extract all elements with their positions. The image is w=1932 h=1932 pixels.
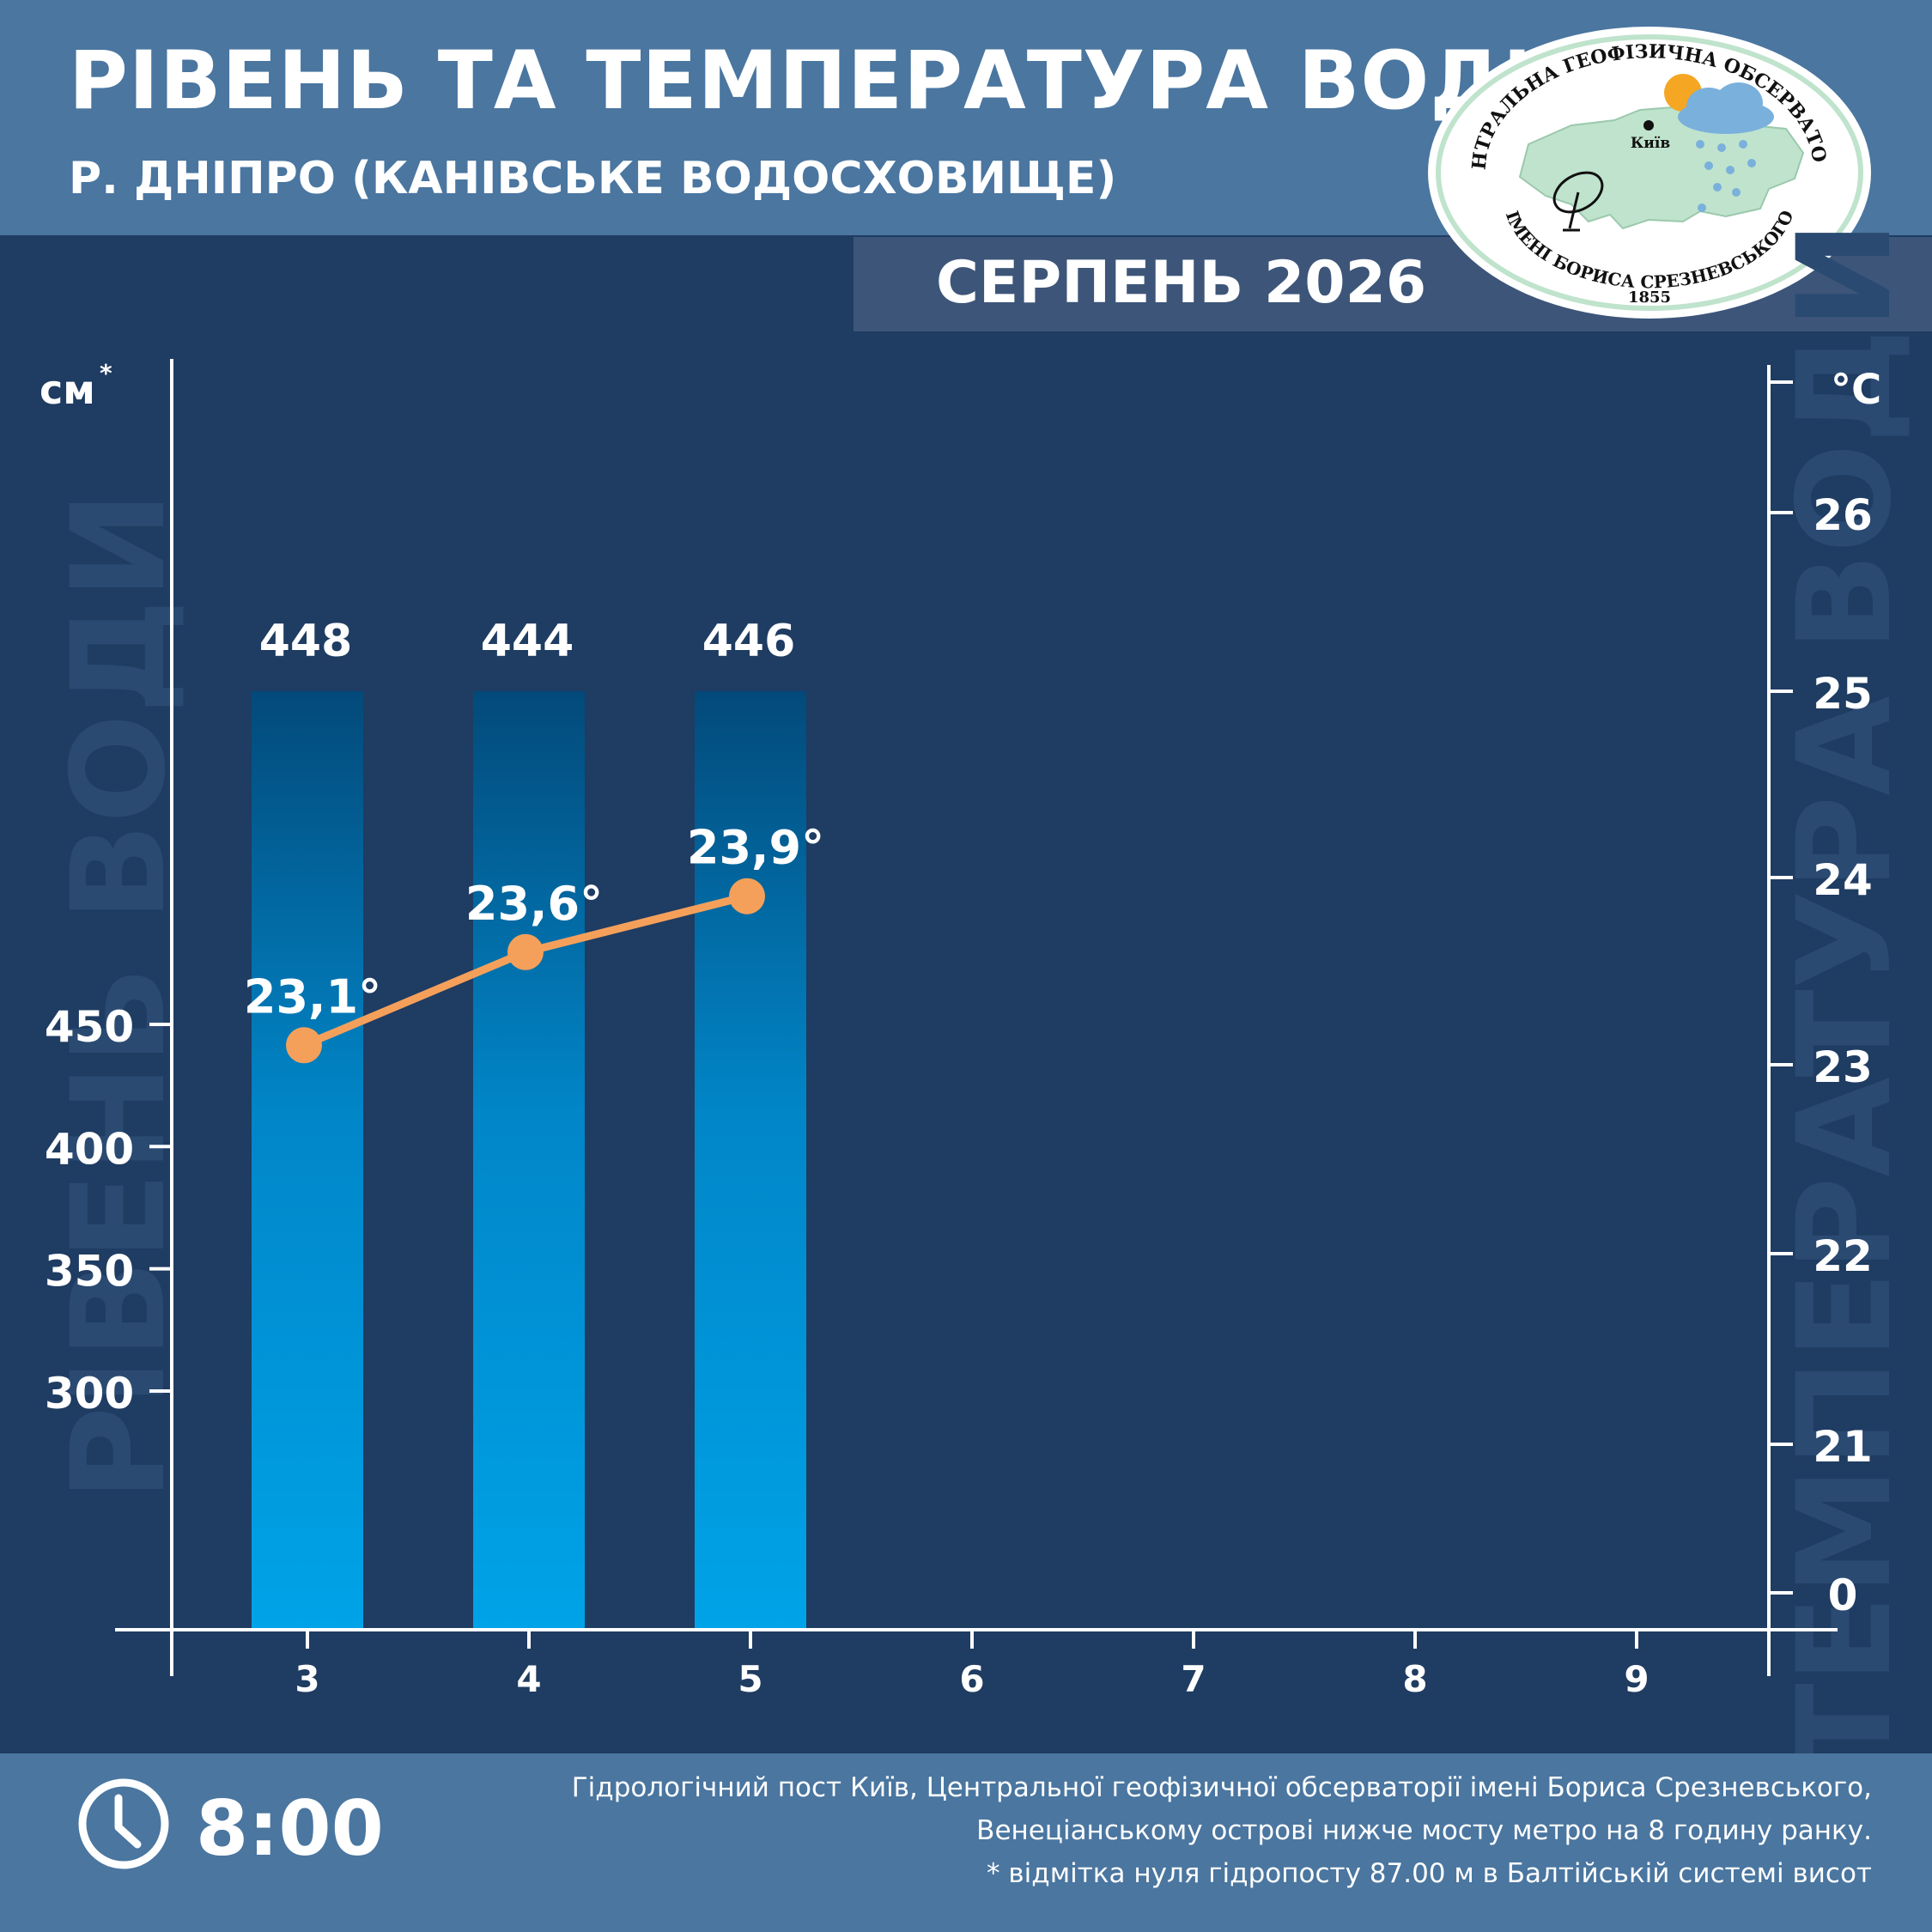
right-tick-label: 22	[1813, 1231, 1873, 1281]
left-axis-unit-mark: *	[100, 359, 112, 387]
level-value-label: 446	[702, 616, 796, 667]
x-tick-label: 3	[295, 1658, 319, 1700]
footer-note-2: Венеціанському острові нижче мосту метро…	[976, 1815, 1872, 1846]
footer-band	[0, 1753, 1932, 1932]
footer-note-3: * відмітка нуля гідропосту 87.00 м в Бал…	[987, 1858, 1872, 1889]
right-tick-label: 26	[1813, 490, 1873, 540]
left-tick-label: 400	[45, 1124, 134, 1174]
temperature-point-4	[507, 933, 544, 970]
temperature-point-5	[729, 878, 765, 914]
right-tick-label: 23	[1813, 1042, 1873, 1092]
right-tick-label: 24	[1813, 855, 1873, 905]
sun-cloud-rain-icon	[1664, 74, 1774, 212]
month-label: СЕРПЕНЬ 2026	[936, 249, 1427, 317]
x-tick-label: 6	[959, 1658, 984, 1700]
x-tick-label: 7	[1181, 1658, 1206, 1700]
right-tick-label: 25	[1813, 669, 1873, 719]
observation-time: 8:00	[196, 1784, 384, 1873]
left-axis-watermark: РІВЕНЬ ВОДИ	[45, 491, 194, 1501]
level-bar-4	[473, 691, 585, 1630]
right-axis-unit: °С	[1831, 366, 1881, 414]
temperature-value-label: 23,6°	[465, 877, 603, 931]
level-bar-3	[252, 691, 363, 1630]
left-tick-label: 450	[45, 1002, 134, 1052]
x-tick-label: 9	[1624, 1658, 1649, 1700]
page-subtitle: Р. ДНІПРО (КАНІВСЬКЕ ВОДОСХОВИЩЕ)	[69, 153, 1117, 204]
right-axis-watermark: ТЕМПЕРАТУРА ВОДИ	[1771, 221, 1920, 1771]
left-axis-unit: см	[39, 367, 95, 413]
level-value-label: 448	[259, 616, 353, 667]
right-tick-label: 21	[1813, 1422, 1873, 1472]
x-tick-label: 8	[1402, 1658, 1427, 1700]
level-bar-5	[695, 691, 806, 1630]
temperature-point-3	[286, 1027, 322, 1064]
left-tick-label: 300	[45, 1369, 134, 1419]
observatory-logo: Київ ЦЕНТРАЛЬНА ГЕОФІЗИЧНА ОБСЕРВАТОРІЯ …	[1425, 24, 1871, 319]
logo-city: Київ	[1631, 135, 1671, 152]
clock-icon	[78, 1778, 169, 1869]
temperature-value-label: 23,1°	[244, 969, 381, 1024]
x-tick-label: 4	[516, 1658, 541, 1700]
radar-dish-icon	[1552, 171, 1604, 232]
level-value-label: 444	[481, 616, 574, 667]
kyiv-marker-icon	[1643, 120, 1654, 131]
temperature-value-label: 23,9°	[687, 821, 824, 875]
logo-year: 1855	[1628, 289, 1671, 307]
page-title: РІВЕНЬ ТА ТЕМПЕРАТУРА ВОДИ	[69, 34, 1571, 128]
right-tick-label: 0	[1828, 1571, 1858, 1620]
map-icon	[1518, 105, 1805, 230]
left-tick-label: 350	[45, 1247, 134, 1297]
x-tick-label: 5	[738, 1658, 762, 1700]
footer-note-1: Гідрологічний пост Київ, Центральної гео…	[571, 1772, 1872, 1803]
